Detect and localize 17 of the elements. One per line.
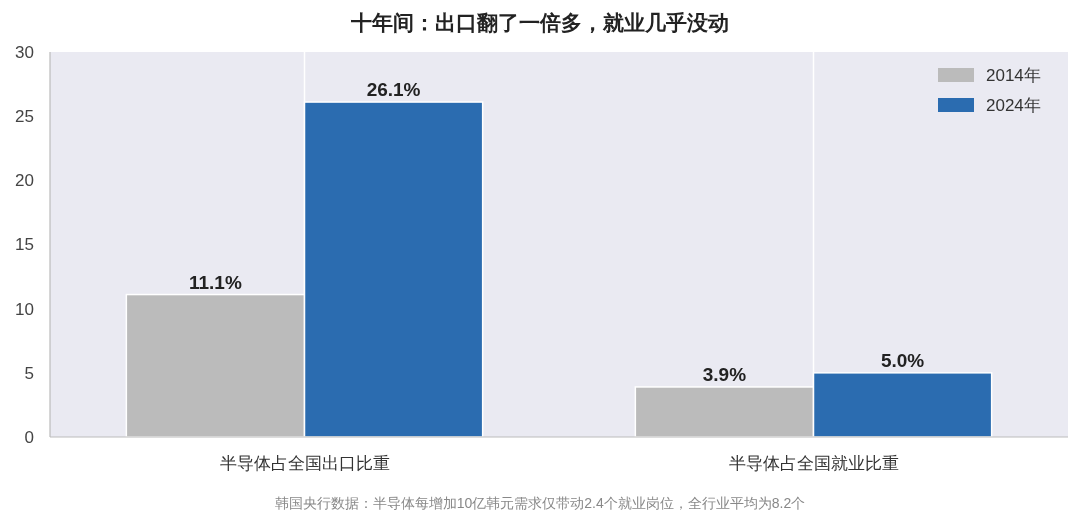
x-tick-label: 半导体占全国就业比重 — [728, 454, 899, 473]
y-tick-label: 0 — [24, 427, 34, 447]
y-tick-label: 20 — [15, 171, 34, 191]
data-label: 5.0% — [880, 349, 925, 371]
x-tick-label: 半导体占全国出口比重 — [219, 454, 390, 473]
y-tick-label: 5 — [24, 363, 34, 383]
y-tick-label: 15 — [15, 235, 34, 255]
y-tick-label: 10 — [15, 299, 34, 319]
data-label: 11.1% — [189, 271, 242, 293]
text: 韩国央行数据：半导体每增加10亿韩元需求仅带动2.4个就业岗位，全行业平均为8.2个 — [274, 495, 806, 511]
y-tick-label: 25 — [15, 107, 34, 127]
data-label: 26.1% — [366, 79, 421, 101]
legend-label: 2024年 — [986, 95, 1041, 115]
y-tick-label: 30 — [15, 42, 34, 62]
chart-title: 十年间：出口翻了一倍多，就业几乎没动 — [350, 11, 729, 34]
data-label: 3.9% — [702, 363, 747, 385]
legend-label: 2014年 — [986, 65, 1041, 85]
